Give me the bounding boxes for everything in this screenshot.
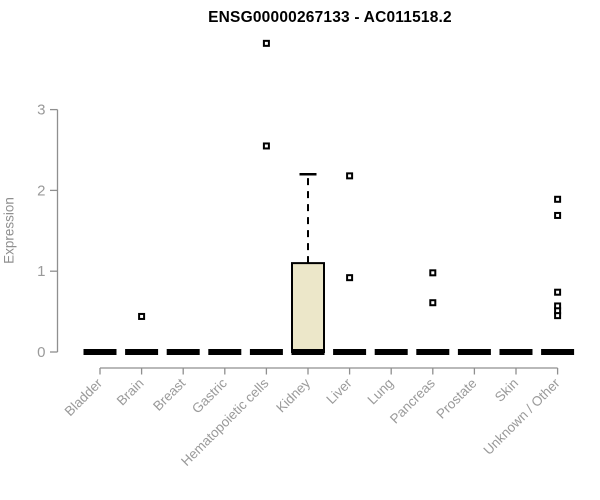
x-tick-label-prostate: Prostate: [433, 376, 479, 422]
median-bladder: [83, 349, 117, 355]
median-liver: [333, 349, 367, 355]
outlier-pancreas-0: [429, 269, 437, 277]
x-tick-label-kidney: Kidney: [273, 375, 313, 415]
median-kidney: [291, 349, 325, 355]
outlier-unknown-other-1: [554, 211, 562, 219]
outlier-pancreas-1: [429, 299, 437, 307]
median-lung: [374, 349, 408, 355]
median-brain: [125, 349, 159, 355]
y-axis-label: Expression: [1, 197, 17, 264]
outlier-hematopoietic-cells-1: [262, 142, 270, 150]
chart-title: ENSG00000267133 - AC011518.2: [208, 9, 452, 26]
x-tick-label-skin: Skin: [492, 376, 521, 405]
median-skin: [499, 349, 533, 355]
outlier-unknown-other-0: [554, 195, 562, 203]
median-gastric: [208, 349, 242, 355]
outlier-liver-1: [346, 274, 354, 282]
outlier-hematopoietic-cells-0: [262, 39, 270, 47]
x-tick-label-breast: Breast: [150, 375, 188, 413]
outlier-unknown-other-5: [554, 312, 562, 320]
box-kidney: [291, 262, 325, 353]
x-tick-label-gastric: Gastric: [189, 375, 230, 416]
median-breast: [166, 349, 200, 355]
x-tick-label-brain: Brain: [114, 376, 147, 409]
x-tick-label-liver: Liver: [323, 375, 355, 407]
median-hematopoietic-cells: [249, 349, 283, 355]
y-tick-label-3: 3: [37, 102, 45, 119]
outlier-brain-0: [138, 312, 146, 320]
y-tick-label-2: 2: [37, 182, 45, 199]
outlier-liver-0: [346, 172, 354, 180]
y-tick-label-0: 0: [37, 344, 45, 361]
median-pancreas: [416, 349, 450, 355]
x-tick-label-lung: Lung: [364, 376, 396, 408]
x-tick-label-bladder: Bladder: [62, 375, 106, 419]
x-tick-label-unknown-other: Unknown / Other: [480, 375, 563, 458]
x-tick-label-pancreas: Pancreas: [387, 375, 438, 426]
median-prostate: [457, 349, 491, 355]
y-tick-label-1: 1: [37, 263, 45, 280]
outlier-unknown-other-2: [554, 288, 562, 296]
median-unknown-other: [541, 349, 575, 355]
